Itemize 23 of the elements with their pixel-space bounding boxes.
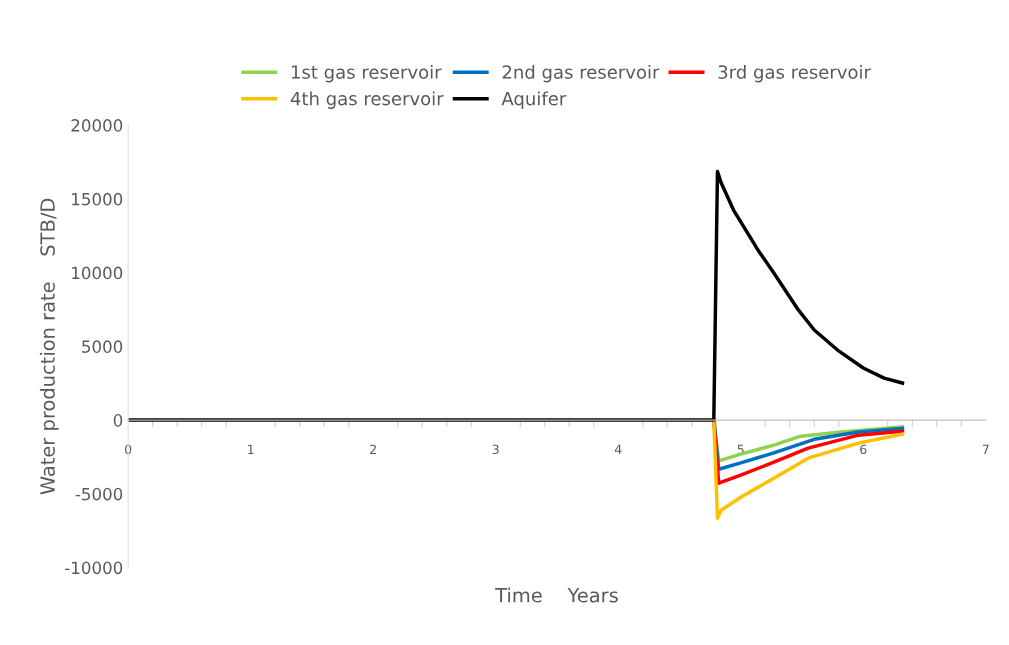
line-series — [128, 169, 905, 422]
x-tick-label: 2 — [370, 444, 376, 454]
line-series — [712, 418, 905, 520]
x-tick-label: 1 — [248, 444, 254, 454]
legend-label: 1st gas reservoir — [291, 64, 442, 83]
x-tick-label: 6 — [860, 444, 867, 455]
y-tick-label: 10000 — [72, 266, 123, 280]
legend-label: Aquifer — [501, 91, 567, 109]
y-tick-label: 5000 — [82, 340, 123, 353]
legend-label: 3rd gas reservoir — [718, 64, 871, 83]
x-axis-title: Time Years — [495, 587, 618, 603]
y-axis-title: Water production rate STB/D — [39, 198, 59, 495]
legend-label: 4th gas reservoir — [290, 91, 444, 109]
legend-label: 2nd gas reservoir — [502, 64, 660, 83]
x-tick-label: 7 — [982, 444, 989, 454]
x-tick-label: 4 — [614, 444, 622, 454]
x-tick-label: 0 — [124, 444, 132, 455]
x-tick-label: 3 — [492, 444, 499, 455]
y-tick-label: 0 — [113, 414, 123, 427]
y-tick-label: -5000 — [75, 487, 123, 501]
y-tick-label: 20000 — [71, 119, 123, 132]
y-tick-label: 15000 — [72, 192, 123, 206]
y-tick-label: -10000 — [65, 561, 123, 575]
